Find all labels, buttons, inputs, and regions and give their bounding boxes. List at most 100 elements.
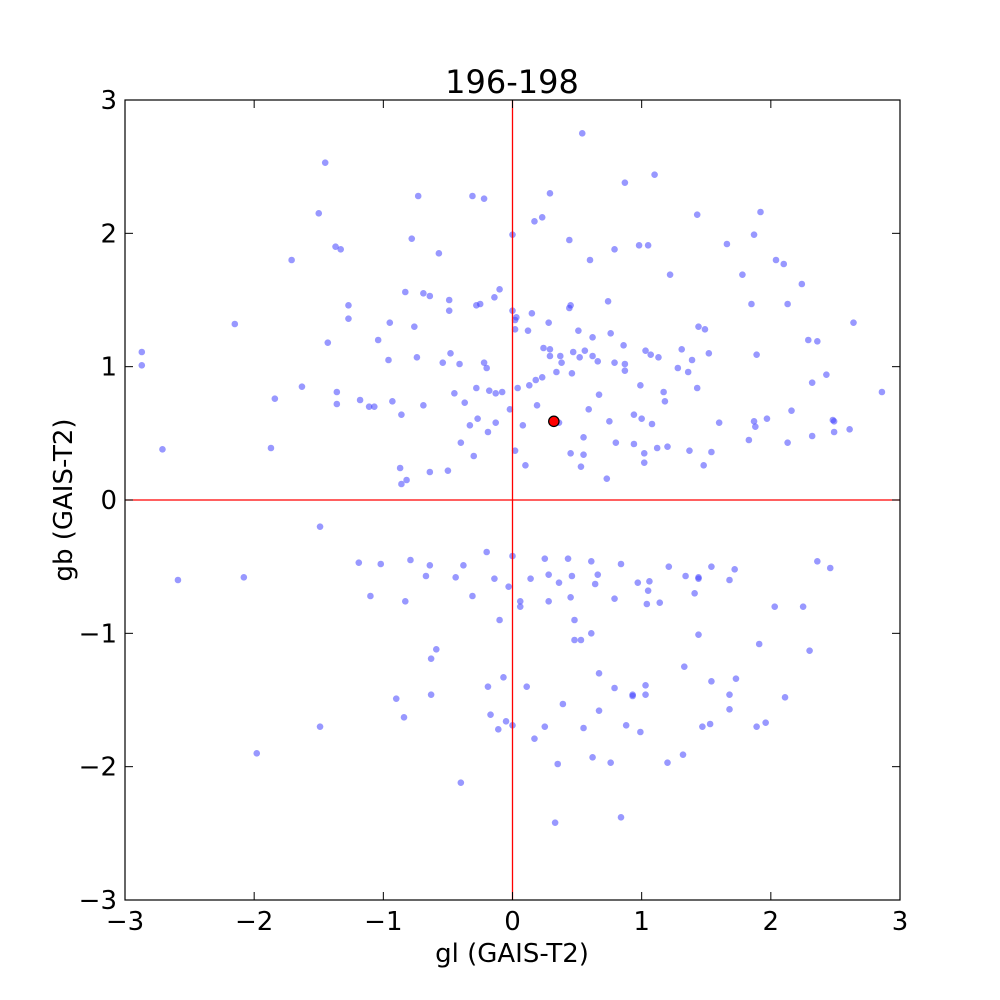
data-point (531, 218, 538, 225)
data-point (666, 271, 674, 278)
data-point (726, 576, 733, 584)
data-point (445, 296, 453, 304)
data-point (546, 190, 554, 197)
data-point (414, 192, 422, 200)
y-tick-label: 3 (100, 86, 117, 116)
data-point (386, 319, 394, 326)
data-point (174, 576, 182, 584)
data-point (674, 364, 682, 372)
x-tick-label: 3 (892, 907, 909, 937)
data-point (708, 563, 715, 570)
y-tick-label: −3 (79, 886, 117, 916)
data-point (637, 382, 644, 389)
data-point (159, 446, 166, 453)
data-point (640, 450, 648, 457)
data-point (538, 374, 546, 381)
data-point (365, 403, 373, 410)
data-point (333, 400, 341, 408)
data-point (664, 443, 671, 450)
data-point (763, 415, 771, 422)
data-point (513, 314, 520, 321)
data-point (422, 572, 430, 580)
data-point (655, 354, 662, 361)
data-point (753, 723, 760, 730)
data-point (566, 236, 573, 244)
data-point (586, 256, 594, 264)
data-point (580, 434, 587, 441)
data-point (367, 592, 374, 600)
data-point (476, 300, 484, 308)
x-tick-label: −3 (106, 907, 144, 937)
data-point (732, 675, 740, 682)
data-point (559, 700, 567, 708)
x-tick-label: 2 (763, 907, 780, 937)
data-point (589, 352, 596, 360)
data-point (581, 347, 589, 354)
data-point (640, 459, 648, 466)
data-point (483, 364, 490, 372)
data-point (575, 327, 582, 334)
data-point (400, 714, 408, 721)
data-point (511, 326, 519, 333)
data-point (762, 719, 769, 726)
data-point (752, 423, 759, 430)
data-point (591, 580, 599, 588)
data-point (546, 352, 554, 360)
data-point (678, 346, 686, 353)
y-tick-label: −1 (79, 619, 117, 649)
data-point (469, 192, 476, 200)
data-point (316, 523, 324, 530)
data-point (345, 315, 352, 322)
data-point (554, 760, 562, 768)
y-tick-label: 1 (100, 353, 117, 383)
data-point (377, 560, 385, 568)
data-point (715, 419, 723, 426)
x-tick-label: −1 (364, 907, 402, 937)
data-point (484, 683, 492, 690)
data-point (772, 256, 780, 264)
data-point (808, 432, 816, 440)
data-point (540, 344, 547, 352)
data-point (693, 384, 701, 392)
data-point (500, 674, 507, 681)
y-tick-label: −2 (79, 753, 117, 783)
data-point (403, 476, 410, 484)
data-point (629, 692, 636, 700)
data-point (392, 695, 400, 702)
data-point (396, 464, 404, 472)
data-point (621, 367, 629, 374)
data-point (466, 422, 474, 429)
data-point (413, 354, 421, 361)
data-point (445, 307, 453, 314)
data-point (638, 415, 645, 422)
data-point (577, 463, 585, 470)
data-point (514, 384, 521, 392)
data-point (546, 346, 554, 353)
data-point (420, 290, 427, 297)
data-point (661, 398, 669, 405)
chart-title: 196-198 (445, 63, 579, 101)
data-point (648, 420, 656, 428)
data-point (589, 754, 596, 761)
data-point (492, 419, 500, 426)
data-point (531, 735, 538, 742)
data-point (460, 562, 467, 569)
data-point (577, 636, 585, 644)
data-point (748, 300, 755, 308)
data-point (324, 339, 332, 346)
data-point (484, 428, 492, 436)
data-point (739, 271, 746, 278)
y-tick-label: 2 (100, 219, 117, 249)
data-point (571, 616, 578, 624)
data-point (680, 663, 688, 670)
data-point (470, 452, 478, 460)
data-point (706, 720, 714, 728)
data-point (556, 352, 564, 360)
data-point (525, 382, 533, 389)
data-point (401, 288, 409, 296)
data-point (642, 347, 649, 354)
data-point (480, 359, 488, 366)
data-point (620, 342, 627, 349)
data-point (846, 426, 853, 433)
